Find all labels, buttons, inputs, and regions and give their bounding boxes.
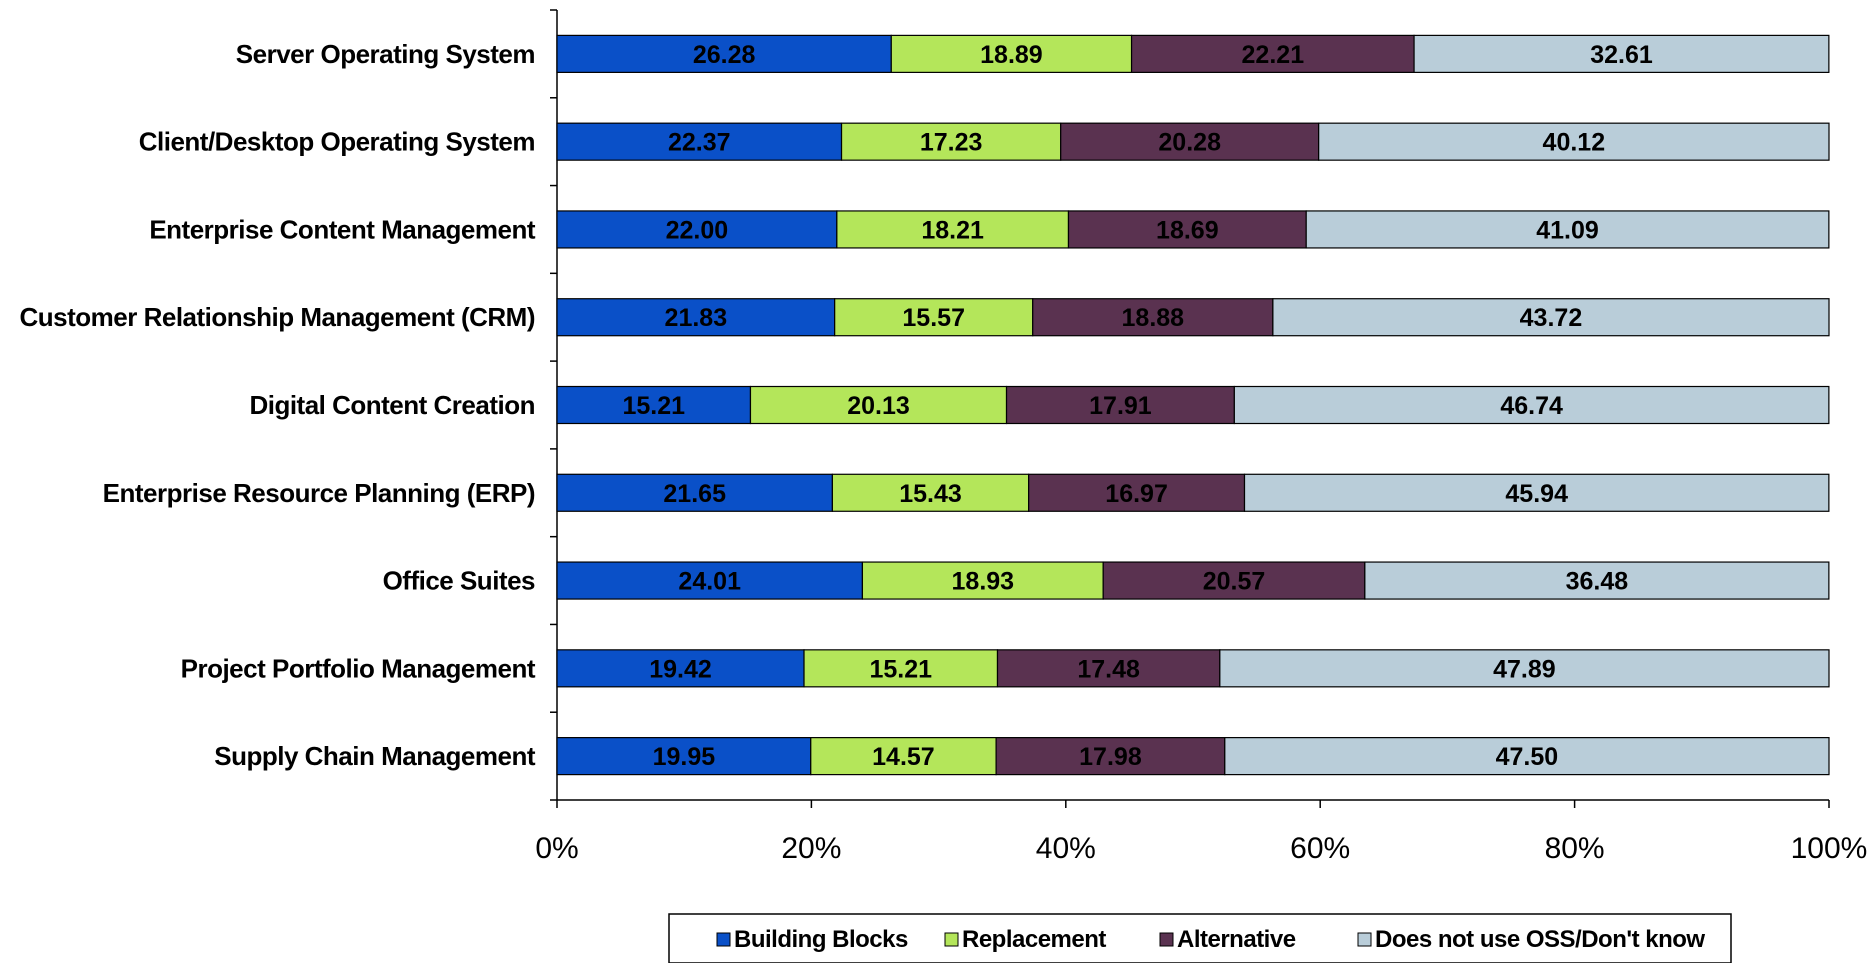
legend-swatch (1357, 932, 1372, 947)
data-label: 43.72 (1520, 304, 1583, 332)
data-label: 40.12 (1543, 129, 1606, 157)
data-label: 18.93 (952, 568, 1015, 596)
bar-segment (890, 34, 1133, 73)
data-label: 14.57 (872, 743, 935, 771)
x-tick-label: 60% (1290, 832, 1350, 865)
category-label: Enterprise Resource Planning (ERP) (103, 478, 535, 508)
bar-segment (556, 737, 812, 776)
legend-label: Building Blocks (734, 926, 908, 953)
legend-label: Alternative (1177, 926, 1296, 953)
chart-legend: Building Blocks Replacement Alternative Doe… (668, 913, 1732, 963)
data-label: 17.98 (1079, 743, 1142, 771)
legend-swatch (944, 932, 959, 947)
bar-segment (1364, 561, 1830, 600)
bar-segment (1243, 473, 1830, 512)
bar-segment (1005, 385, 1235, 425)
bar-segment (1028, 473, 1246, 512)
legend-swatch (1159, 932, 1174, 947)
data-label: 17.23 (920, 129, 983, 157)
data-label: 24.01 (678, 568, 741, 596)
category-label: Digital Content Creation (249, 390, 535, 420)
bar-segment (840, 122, 1062, 161)
data-label: 20.13 (847, 392, 910, 420)
x-tick-label: 20% (781, 832, 841, 865)
bar-segment (556, 649, 805, 688)
data-label: 18.21 (921, 216, 984, 244)
category-label: Project Portfolio Management (181, 653, 536, 683)
data-label: 47.89 (1493, 655, 1556, 683)
legend-box (668, 913, 1732, 963)
category-label: Client/Desktop Operating System (139, 127, 535, 157)
data-label: 47.50 (1496, 743, 1559, 771)
data-label: 41.09 (1536, 216, 1599, 244)
data-label: 46.74 (1500, 392, 1563, 420)
bar-segment (556, 473, 833, 512)
bar-segment (1219, 649, 1830, 688)
data-label: 22.21 (1242, 41, 1305, 69)
data-label: 26.28 (693, 41, 756, 69)
bar-segment (861, 561, 1104, 600)
x-tick-labels: 0% 20% 40% 60% 80% 100% (535, 832, 1867, 865)
bar-segment (1305, 210, 1830, 249)
bar-segment (995, 737, 1226, 776)
bar-segment (1272, 298, 1830, 337)
x-tick-label: 0% (535, 832, 578, 865)
legend-label: Replacement (962, 926, 1106, 953)
chart-bars: 26.28 18.89 22.21 32.61 22.37 17.23 20.28 40.12… (556, 34, 1830, 776)
data-label: 18.69 (1156, 216, 1219, 244)
bar-segment (1102, 561, 1366, 600)
bar-segment (1032, 298, 1274, 337)
data-label: 20.28 (1158, 129, 1221, 157)
data-label: 18.88 (1122, 304, 1185, 332)
data-label: 22.37 (668, 129, 731, 157)
data-label: 45.94 (1505, 480, 1568, 508)
bar-segment (831, 473, 1030, 512)
data-label: 19.42 (649, 655, 712, 683)
bar-segment (1233, 385, 1830, 425)
data-label: 18.89 (980, 41, 1043, 69)
data-label: 15.21 (869, 655, 932, 683)
category-label: Enterprise Content Management (149, 214, 536, 244)
bar-segment (1318, 122, 1830, 161)
bar-segment (996, 649, 1221, 688)
x-tick-label: 40% (1036, 832, 1096, 865)
category-label: Customer Relationship Management (CRM) (20, 302, 536, 332)
legend-label: Does not use OSS/Don't know (1375, 926, 1705, 953)
bar-segment (836, 210, 1070, 249)
data-label: 32.61 (1590, 41, 1653, 69)
data-label: 16.97 (1105, 480, 1168, 508)
data-label: 15.21 (622, 392, 685, 420)
data-label: 17.91 (1089, 392, 1152, 420)
category-labels: Server Operating System Client/Desktop Op… (20, 39, 537, 771)
data-label: 21.83 (665, 304, 728, 332)
bar-segment (556, 298, 836, 337)
data-label: 36.48 (1566, 568, 1629, 596)
bar-segment (834, 298, 1034, 337)
x-tick-label: 80% (1545, 832, 1605, 865)
category-label: Supply Chain Management (214, 741, 536, 771)
x-tick-label: 100% (1791, 832, 1868, 865)
category-label: Office Suites (383, 566, 535, 596)
bar-segment (556, 561, 864, 600)
data-label: 15.57 (902, 304, 965, 332)
bar-segment (1130, 34, 1415, 73)
data-label: 21.65 (663, 480, 726, 508)
bar-segment (1224, 737, 1830, 776)
bar-segment (556, 385, 752, 425)
data-label: 15.43 (899, 480, 962, 508)
bar-segment (1413, 34, 1830, 73)
data-label: 20.57 (1203, 568, 1266, 596)
bar-segment (749, 385, 1008, 425)
category-label: Server Operating System (236, 39, 535, 69)
data-label: 19.95 (653, 743, 716, 771)
data-label: 17.48 (1077, 655, 1140, 683)
data-label: 22.00 (666, 216, 729, 244)
legend-swatch (716, 932, 731, 947)
